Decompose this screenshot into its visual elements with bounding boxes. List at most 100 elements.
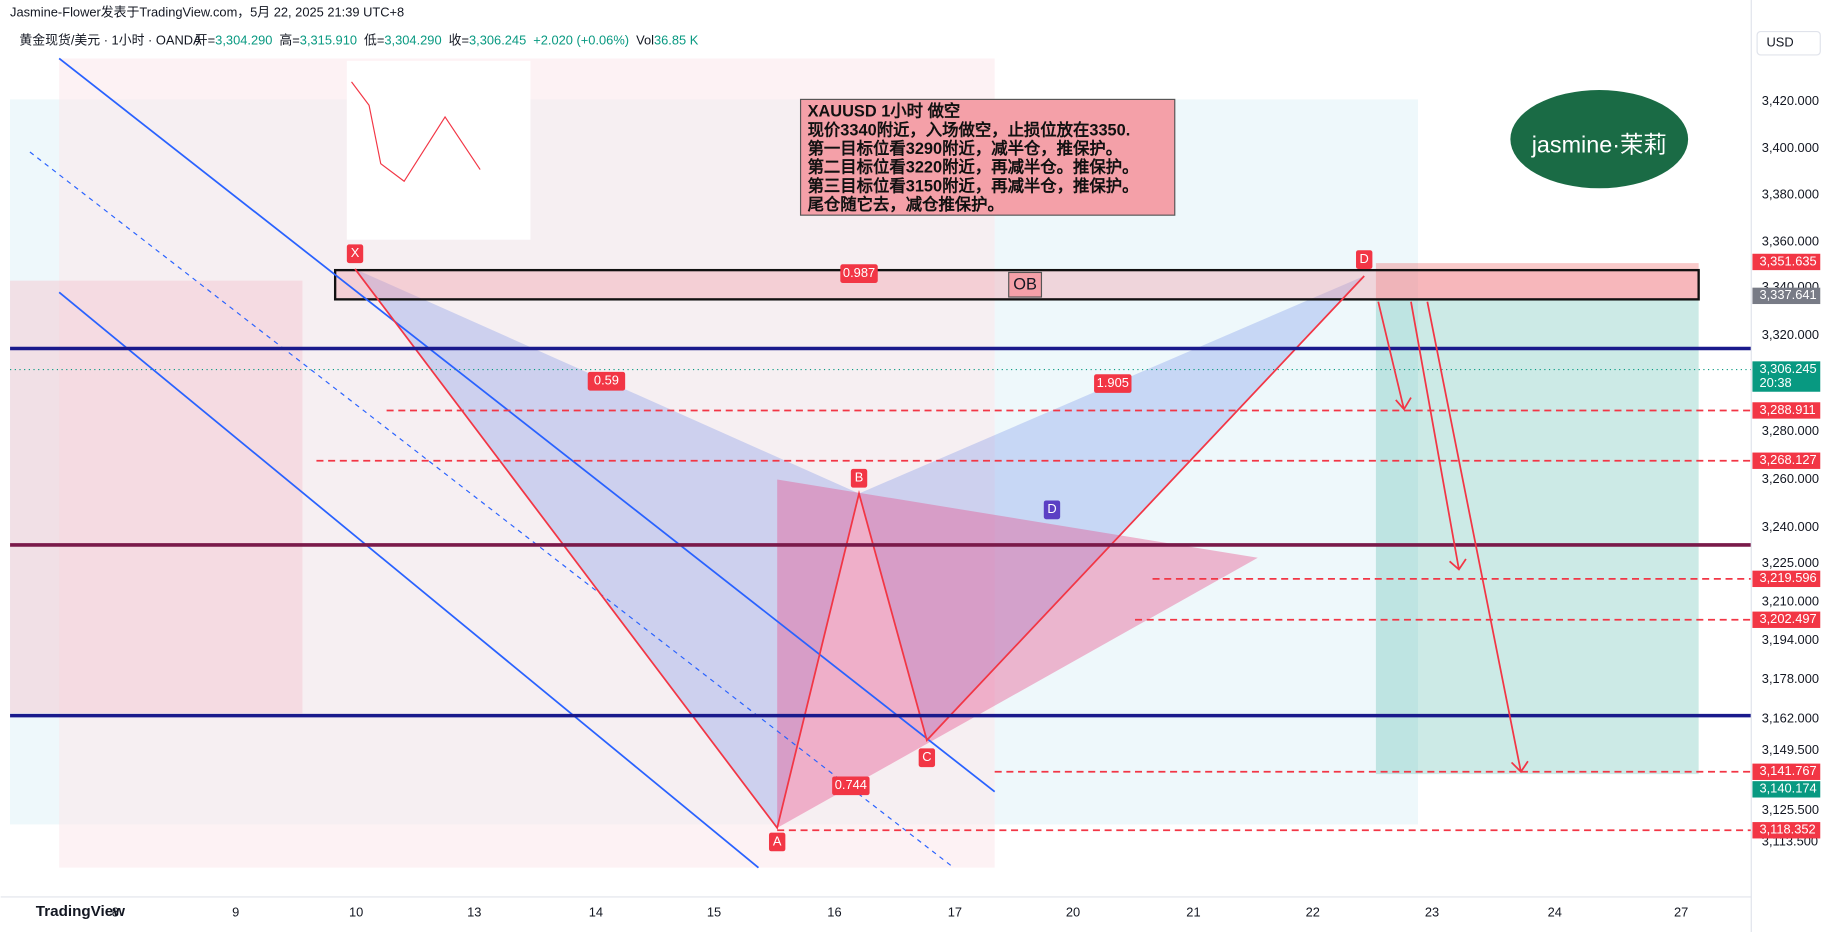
point-label: C bbox=[922, 749, 931, 764]
price-badge bbox=[1752, 402, 1821, 419]
target-zone bbox=[1375, 299, 1699, 775]
price-label: 3,380.000 bbox=[1762, 187, 1819, 202]
price-badge-text: 3,306.245 bbox=[1759, 361, 1816, 376]
ohlc-label: 收= bbox=[449, 32, 469, 47]
point-badge bbox=[1043, 500, 1061, 520]
point-badge bbox=[1356, 250, 1373, 269]
price-label: 3,360.000 bbox=[1762, 233, 1819, 248]
time-label: 9 bbox=[232, 905, 239, 920]
channel-mid bbox=[29, 151, 955, 869]
annotation-line: XAUUSD 1小时 做空 bbox=[808, 102, 961, 121]
point-badge bbox=[346, 244, 364, 264]
price-badge bbox=[1752, 287, 1821, 305]
ohlc-label: Vol bbox=[636, 32, 654, 47]
bcd-triangle bbox=[859, 275, 1365, 741]
currency-button[interactable] bbox=[1756, 30, 1821, 56]
inset-line bbox=[351, 81, 481, 183]
ratio-badge bbox=[840, 264, 878, 283]
price-label: 3,400.000 bbox=[1762, 140, 1819, 155]
annotation-line: 尾仓随它去，减仓推保护。 bbox=[808, 195, 1004, 214]
price-badge-text: 3,219.596 bbox=[1759, 570, 1816, 585]
price-badge-text: 3,118.352 bbox=[1759, 822, 1815, 837]
price-label: 3,178.000 bbox=[1762, 671, 1819, 686]
time-label: 17 bbox=[948, 905, 962, 920]
price-label: 3,149.500 bbox=[1762, 742, 1819, 757]
point-label: D bbox=[1360, 251, 1369, 266]
ratio-badge bbox=[1094, 374, 1132, 393]
price-label: 3,280.000 bbox=[1762, 423, 1819, 438]
price-badge-text: 3,141.767 bbox=[1759, 763, 1816, 778]
time-label: 10 bbox=[349, 905, 363, 920]
price-badge-text: 3,351.635 bbox=[1759, 253, 1816, 268]
time-label: 21 bbox=[1186, 905, 1200, 920]
ratio-label: 1.905 bbox=[1097, 375, 1129, 390]
ohlc-label: 低= bbox=[364, 32, 384, 47]
target-lines bbox=[316, 409, 1752, 832]
ratio-label: 0.744 bbox=[835, 777, 867, 792]
price-badge bbox=[1752, 611, 1821, 628]
price-label: 3,240.000 bbox=[1762, 519, 1819, 534]
brand: TradingView bbox=[36, 903, 125, 920]
point-label: B bbox=[855, 470, 864, 485]
price-label: 3,420.000 bbox=[1762, 93, 1819, 108]
ob-badge bbox=[1008, 271, 1043, 298]
annotation-line: 第一目标位看3290附近，减半仓，推保护。 bbox=[808, 139, 1123, 158]
point-label: A bbox=[773, 833, 782, 848]
price-label: 3,210.000 bbox=[1762, 594, 1819, 609]
ohlc-value: +2.020 (+0.06%) bbox=[533, 32, 629, 47]
point-badge bbox=[768, 832, 786, 852]
channel-line bbox=[58, 57, 996, 793]
price-badge bbox=[1752, 781, 1821, 798]
time-label: 16 bbox=[827, 905, 841, 920]
time-label: 24 bbox=[1548, 905, 1562, 920]
price-badge-text: 3,140.174 bbox=[1759, 781, 1816, 796]
logo-text: jasmine·茉莉 bbox=[1531, 131, 1667, 157]
currency[interactable]: USD bbox=[1766, 35, 1793, 50]
ratio-label: 0.59 bbox=[594, 373, 619, 388]
channel-line bbox=[58, 291, 760, 869]
volume-profile bbox=[10, 280, 303, 714]
price-badge bbox=[1752, 452, 1821, 469]
symbol: 黄金现货/美元 · 1小时 · OANDA bbox=[19, 32, 202, 47]
price-label: 3,260.000 bbox=[1762, 471, 1819, 486]
ohlc-label: 开= bbox=[195, 32, 215, 47]
triangle-pattern bbox=[777, 479, 1258, 828]
price-label: 3,320.000 bbox=[1762, 327, 1819, 342]
watermark: Jasmine-Flower发表于TradingView.com，5月 22, … bbox=[10, 4, 404, 19]
annotation-line: 第三目标位看3150附近，再减半仓，推保护。 bbox=[808, 176, 1139, 195]
arrows bbox=[1377, 301, 1529, 774]
price-badge-text: 3,202.497 bbox=[1759, 611, 1816, 626]
time-label: 23 bbox=[1425, 905, 1439, 920]
annotation-box bbox=[799, 98, 1176, 216]
price-badge-text: 3,337.641 bbox=[1759, 287, 1816, 302]
price-label: 3,162.000 bbox=[1762, 711, 1819, 726]
price-badge bbox=[1752, 361, 1821, 392]
price-badge bbox=[1752, 253, 1821, 271]
point-label: X bbox=[351, 245, 360, 260]
time-label: 27 bbox=[1674, 905, 1688, 920]
ohlc-value: 3,304.290 bbox=[384, 32, 441, 47]
ratio-badge bbox=[832, 776, 870, 796]
price-badge-text: 3,268.127 bbox=[1759, 452, 1816, 467]
ob-label: OB bbox=[1013, 276, 1037, 294]
ohlc-value: 3,306.245 bbox=[469, 32, 526, 47]
harmonic-legs bbox=[354, 268, 1365, 830]
price-badge-sub: 20:38 bbox=[1759, 375, 1791, 390]
time-label: 8 bbox=[112, 905, 119, 920]
price-label: 3,194.000 bbox=[1762, 632, 1819, 647]
ohlc-value: 3,304.290 bbox=[215, 32, 272, 47]
annotation-line: 第二目标位看3220附近，再减半仓。推保护。 bbox=[808, 158, 1139, 177]
ohlc-label: 高= bbox=[279, 32, 299, 47]
price-badge bbox=[1752, 763, 1821, 780]
price-label: 3,225.000 bbox=[1762, 555, 1819, 570]
time-label: 15 bbox=[707, 905, 721, 920]
ohlc-value: 36.85 K bbox=[654, 32, 699, 47]
annotation-line: 现价3340附近，入场做空，止损位放在3350. bbox=[808, 120, 1131, 139]
inset-chart bbox=[346, 60, 531, 240]
time-label: 22 bbox=[1306, 905, 1320, 920]
price-badge bbox=[1752, 822, 1821, 839]
point-label: D bbox=[1047, 501, 1056, 516]
ohlc-value: 3,315.910 bbox=[300, 32, 357, 47]
point-badge bbox=[918, 748, 936, 768]
time-label: 13 bbox=[467, 905, 481, 920]
